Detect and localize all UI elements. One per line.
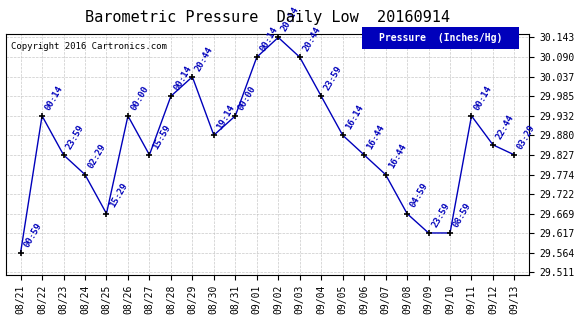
Text: 00:14: 00:14 bbox=[44, 84, 65, 112]
Text: 15:59: 15:59 bbox=[151, 123, 172, 151]
Text: 16:44: 16:44 bbox=[365, 123, 387, 151]
Text: 20:14: 20:14 bbox=[280, 5, 301, 33]
Text: 19:14: 19:14 bbox=[215, 103, 237, 131]
Text: 23:59: 23:59 bbox=[322, 64, 344, 92]
Text: 04:59: 04:59 bbox=[408, 182, 430, 210]
Text: 20:44: 20:44 bbox=[194, 45, 215, 73]
Text: 00:14: 00:14 bbox=[258, 25, 280, 53]
Text: 23:59: 23:59 bbox=[430, 201, 451, 229]
Text: 00:00: 00:00 bbox=[237, 84, 258, 112]
Text: 08:59: 08:59 bbox=[451, 201, 473, 229]
Text: Copyright 2016 Cartronics.com: Copyright 2016 Cartronics.com bbox=[11, 42, 166, 51]
Title: Barometric Pressure  Daily Low  20160914: Barometric Pressure Daily Low 20160914 bbox=[85, 10, 450, 25]
Text: 00:59: 00:59 bbox=[22, 221, 43, 249]
Text: 16:14: 16:14 bbox=[344, 103, 365, 131]
Text: 00:14: 00:14 bbox=[172, 64, 194, 92]
Text: 16:44: 16:44 bbox=[387, 143, 408, 171]
Text: 20:44: 20:44 bbox=[301, 25, 322, 53]
Text: 22:44: 22:44 bbox=[494, 113, 516, 141]
Text: 03:29: 03:29 bbox=[516, 123, 537, 151]
Text: 02:29: 02:29 bbox=[86, 143, 108, 171]
Text: 15:29: 15:29 bbox=[108, 182, 129, 210]
Text: 00:14: 00:14 bbox=[473, 84, 494, 112]
Text: 23:59: 23:59 bbox=[65, 123, 86, 151]
Text: 00:00: 00:00 bbox=[129, 84, 151, 112]
